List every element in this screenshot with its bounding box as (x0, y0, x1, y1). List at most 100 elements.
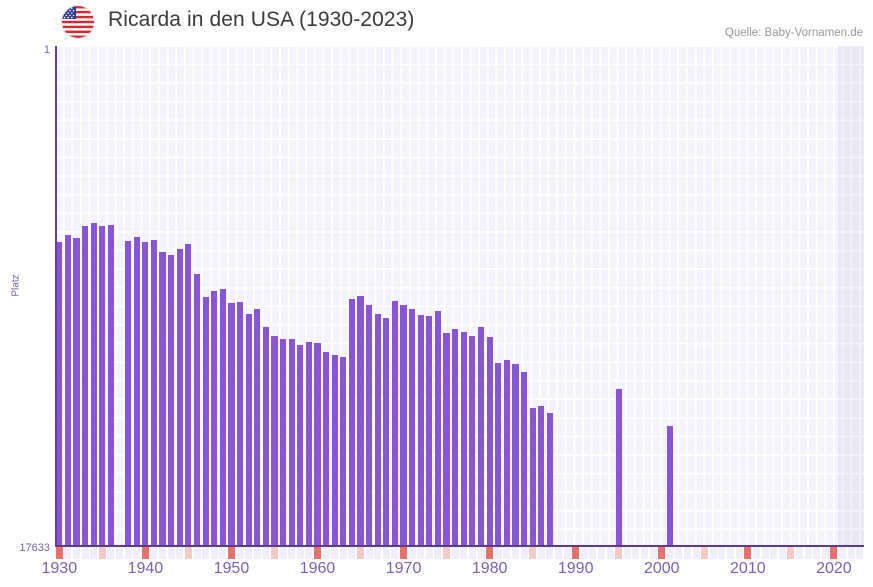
x-tick-half-decade (529, 547, 537, 559)
bar[interactable] (245, 313, 252, 546)
bar[interactable] (366, 304, 373, 546)
x-tick-cell (236, 547, 244, 559)
x-tick-cell (296, 547, 304, 559)
bar[interactable] (314, 343, 321, 546)
bar[interactable] (469, 336, 476, 546)
bar[interactable] (90, 222, 97, 546)
x-axis-line (55, 545, 864, 547)
bar[interactable] (391, 300, 399, 546)
bar[interactable] (340, 357, 347, 546)
x-tick-cell (675, 547, 683, 559)
bar[interactable] (82, 225, 89, 546)
bar[interactable] (211, 290, 218, 546)
bar[interactable] (142, 241, 149, 546)
x-tick-cell (546, 547, 554, 559)
bar[interactable] (202, 296, 209, 546)
bar[interactable] (400, 304, 407, 546)
bar[interactable] (486, 336, 493, 546)
bar[interactable] (305, 342, 312, 546)
x-axis-label: 1970 (385, 560, 422, 577)
bar[interactable] (477, 327, 485, 546)
bar[interactable] (168, 254, 175, 546)
bar[interactable] (538, 405, 545, 546)
x-tick-cell (159, 547, 167, 559)
x-tick-cell (641, 547, 649, 559)
bar[interactable] (667, 425, 674, 546)
x-axis-label: 2000 (643, 560, 680, 577)
bar[interactable] (297, 344, 304, 546)
bar[interactable] (357, 296, 364, 546)
x-tick-cell (331, 547, 339, 559)
bar[interactable] (348, 299, 355, 546)
bar[interactable] (615, 389, 622, 546)
bar[interactable] (452, 328, 459, 546)
bar[interactable] (236, 302, 244, 546)
chart-header: Ricarda in den USA (1930-2023) Quelle: B… (0, 0, 873, 46)
bar[interactable] (271, 335, 278, 546)
x-tick-cell (124, 547, 132, 559)
x-tick-cell (795, 547, 803, 559)
bar[interactable] (546, 412, 553, 546)
bar[interactable] (107, 225, 115, 546)
bar[interactable] (426, 316, 433, 546)
bar[interactable] (417, 314, 424, 546)
bar[interactable] (99, 225, 106, 546)
x-axis-label: 1940 (127, 560, 164, 577)
bar[interactable] (219, 289, 226, 546)
x-tick-decade (141, 547, 149, 559)
y-axis-line (55, 46, 57, 547)
x-tick-cell (666, 547, 674, 559)
bar[interactable] (133, 236, 140, 546)
x-axis-label: 1990 (557, 560, 594, 577)
x-tick-half-decade (615, 547, 623, 559)
bar[interactable] (64, 234, 71, 546)
bar[interactable] (125, 241, 132, 546)
bar[interactable] (288, 338, 295, 546)
bar[interactable] (383, 318, 390, 546)
x-tick-cell (262, 547, 270, 559)
x-tick-cell (365, 547, 373, 559)
bar[interactable] (279, 339, 287, 546)
bar[interactable] (331, 355, 338, 546)
bar[interactable] (176, 248, 183, 546)
bar[interactable] (503, 360, 510, 546)
x-tick-cell (322, 547, 330, 559)
bar[interactable] (262, 327, 269, 546)
bar[interactable] (73, 237, 80, 546)
bar[interactable] (185, 243, 192, 546)
x-tick-cell (133, 547, 141, 559)
bar[interactable] (434, 311, 442, 546)
x-tick-cell (623, 547, 631, 559)
x-tick-cell (116, 547, 124, 559)
x-tick-cell (339, 547, 347, 559)
bar[interactable] (193, 273, 201, 546)
bar[interactable] (228, 302, 235, 546)
x-axis-label: 1960 (299, 560, 336, 577)
bar[interactable] (520, 371, 528, 546)
x-tick-cell (193, 547, 201, 559)
bar[interactable] (529, 407, 536, 546)
x-tick-cell (503, 547, 511, 559)
x-tick-cell (245, 547, 253, 559)
x-tick-cell (494, 547, 502, 559)
bar[interactable] (323, 351, 330, 546)
bar[interactable] (495, 363, 502, 546)
x-tick-decade (486, 547, 494, 559)
x-tick-cell (813, 547, 821, 559)
bar[interactable] (512, 364, 519, 546)
bar[interactable] (150, 239, 158, 546)
bar[interactable] (159, 251, 166, 546)
x-tick-cell (761, 547, 769, 559)
x-tick-cell (649, 547, 657, 559)
bar[interactable] (374, 314, 381, 546)
x-tick-cell (348, 547, 356, 559)
bar[interactable] (409, 309, 416, 546)
bar[interactable] (56, 241, 63, 546)
x-axis-label: 1980 (471, 560, 508, 577)
y-axis-bottom-label-wrap: 17633 (0, 538, 50, 554)
bar[interactable] (443, 332, 450, 546)
us-flag-icon (62, 6, 94, 38)
bar[interactable] (460, 332, 467, 546)
x-tick-cell (838, 547, 846, 559)
bar[interactable] (254, 308, 261, 546)
